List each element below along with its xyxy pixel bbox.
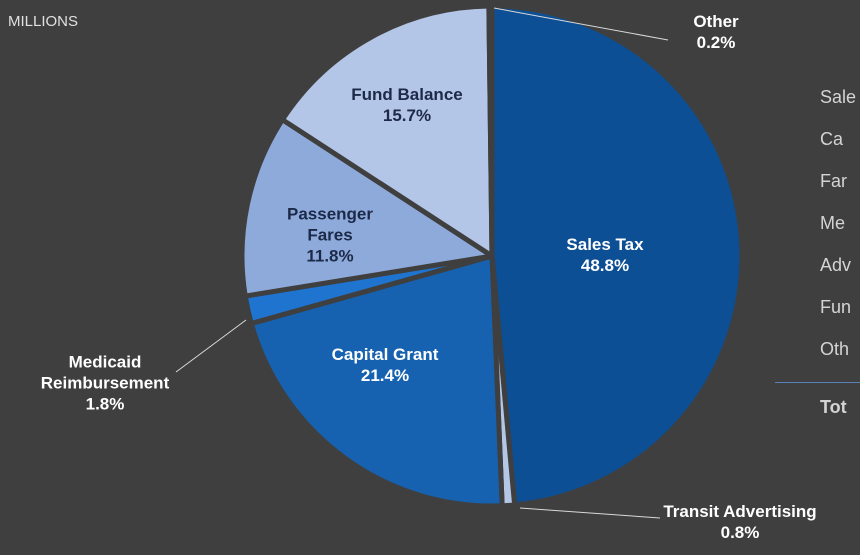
- slice-label: Capital Grant 21.4%: [305, 344, 465, 386]
- slice-label: Other 0.2%: [676, 11, 756, 53]
- pie-slice: [279, 3, 495, 259]
- slice-value: 15.7%: [382, 106, 432, 125]
- slice-value: 1.8%: [85, 394, 125, 414]
- table-divider: [775, 382, 860, 383]
- pie-slice: [486, 3, 495, 259]
- leader-line: [519, 507, 661, 519]
- slice-label: Medicaid Reimbursement 1.8%: [15, 352, 195, 415]
- table-total: Tot: [820, 397, 847, 417]
- slice-name: Fund Balance: [351, 85, 463, 104]
- subtitle: MILLIONS: [8, 13, 79, 30]
- slice-value: 0.2%: [696, 33, 736, 52]
- slice-value: 21.4%: [360, 366, 410, 385]
- table-row: Sale: [820, 87, 857, 107]
- slice-name: Other: [693, 12, 739, 31]
- slice-label: Fund Balance 15.7%: [322, 84, 492, 126]
- table-row: Fun: [820, 297, 852, 317]
- table-row: Ca: [820, 129, 844, 149]
- pie-slice: [489, 3, 745, 508]
- leader-line: [493, 7, 669, 41]
- slice-name: Capital Grant: [331, 345, 439, 364]
- slice-label: Sales Tax 48.8%: [535, 234, 675, 276]
- table-row: Far: [820, 171, 847, 191]
- table-row: Oth: [820, 339, 850, 359]
- slice-value: 48.8%: [580, 256, 630, 275]
- slice-value: 0.8%: [720, 523, 760, 542]
- slice-name: Passenger Fares: [287, 204, 373, 245]
- slice-name: Medicaid Reimbursement: [40, 352, 170, 393]
- pie-slice: [248, 253, 505, 509]
- slice-label: Transit Advertising 0.8%: [650, 501, 830, 543]
- slice-name: Transit Advertising: [663, 502, 817, 521]
- table-row: Adv: [820, 255, 852, 275]
- slice-label: Passenger Fares 11.8%: [275, 204, 385, 267]
- slice-value: 11.8%: [306, 246, 354, 266]
- table-row: Me: [820, 213, 846, 233]
- leader-line: [175, 319, 247, 373]
- slice-name: Sales Tax: [566, 235, 644, 254]
- pie-slice: [239, 117, 495, 299]
